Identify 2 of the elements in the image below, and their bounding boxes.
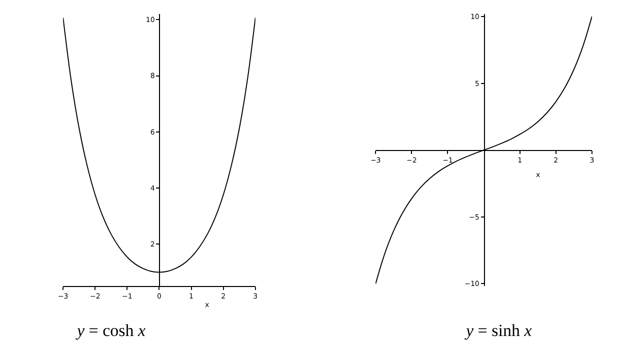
- text: y = cosh x: [75, 321, 146, 340]
- text: y = sinh x: [464, 321, 532, 340]
